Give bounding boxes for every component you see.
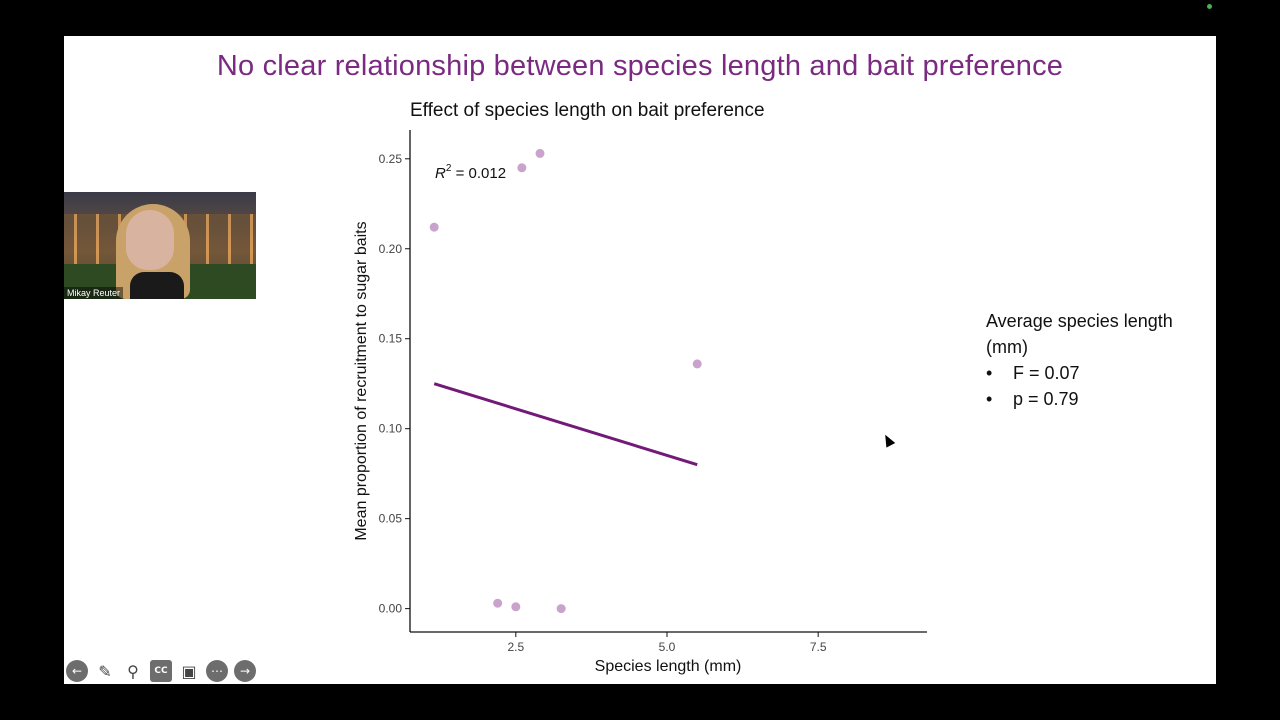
r-squared-annotation: R2 = 0.012 xyxy=(435,163,506,182)
presentation-slide: No clear relationship between species le… xyxy=(64,36,1216,684)
legend-heading: Average species length (mm) xyxy=(986,311,1173,357)
chart-title: Effect of species length on bait prefere… xyxy=(410,100,765,121)
webcam-video[interactable]: Mikay Reuter xyxy=(64,192,256,299)
scatter-point xyxy=(556,604,566,614)
y-axis-label: Mean proportion of recruitment to sugar … xyxy=(353,221,370,540)
stats-list: F = 0.07 p = 0.79 xyxy=(986,360,1216,412)
y-tick-label: 0.15 xyxy=(379,332,403,346)
x-tick-label: 7.5 xyxy=(810,640,827,654)
y-tick-label: 0.20 xyxy=(379,242,403,256)
camera-icon[interactable]: ▣ xyxy=(181,661,197,681)
presentation-toolbar: ← ✎ ⚲ CC ▣ ⋯ → xyxy=(66,660,256,682)
slide-title: No clear relationship between species le… xyxy=(216,50,1064,82)
recording-status-dot xyxy=(1207,4,1212,9)
scatter-point xyxy=(692,359,702,369)
back-arrow-icon[interactable]: ← xyxy=(66,660,88,682)
zoom-icon[interactable]: ⚲ xyxy=(127,661,139,681)
scatter-point xyxy=(429,222,439,232)
presenter-face xyxy=(126,210,174,270)
y-tick-label: 0.00 xyxy=(379,602,403,616)
scatter-point xyxy=(535,148,545,158)
regression-line xyxy=(433,382,698,467)
participant-name: Mikay Reuter xyxy=(64,287,124,299)
y-tick-label: 0.10 xyxy=(379,422,403,436)
more-icon[interactable]: ⋯ xyxy=(206,660,228,682)
stats-legend: Average species length (mm) F = 0.07 p =… xyxy=(986,308,1216,412)
x-tick-label: 2.5 xyxy=(507,640,524,654)
captions-icon[interactable]: CC xyxy=(150,660,172,682)
scatter-chart: Effect of species length on bait prefere… xyxy=(353,100,927,675)
x-tick-label: 5.0 xyxy=(659,640,676,654)
forward-arrow-icon[interactable]: → xyxy=(234,660,256,682)
presenter-body xyxy=(130,272,184,299)
x-axis-label: Species length (mm) xyxy=(595,658,742,675)
scatter-point xyxy=(511,602,521,612)
y-tick-label: 0.25 xyxy=(379,152,403,166)
pen-icon[interactable]: ✎ xyxy=(98,661,112,681)
scatter-point xyxy=(517,163,527,173)
y-tick-label: 0.05 xyxy=(379,512,403,526)
stat-p-value: p = 0.79 xyxy=(986,386,1216,412)
scatter-point xyxy=(493,598,503,608)
stat-f-value: F = 0.07 xyxy=(986,360,1216,386)
